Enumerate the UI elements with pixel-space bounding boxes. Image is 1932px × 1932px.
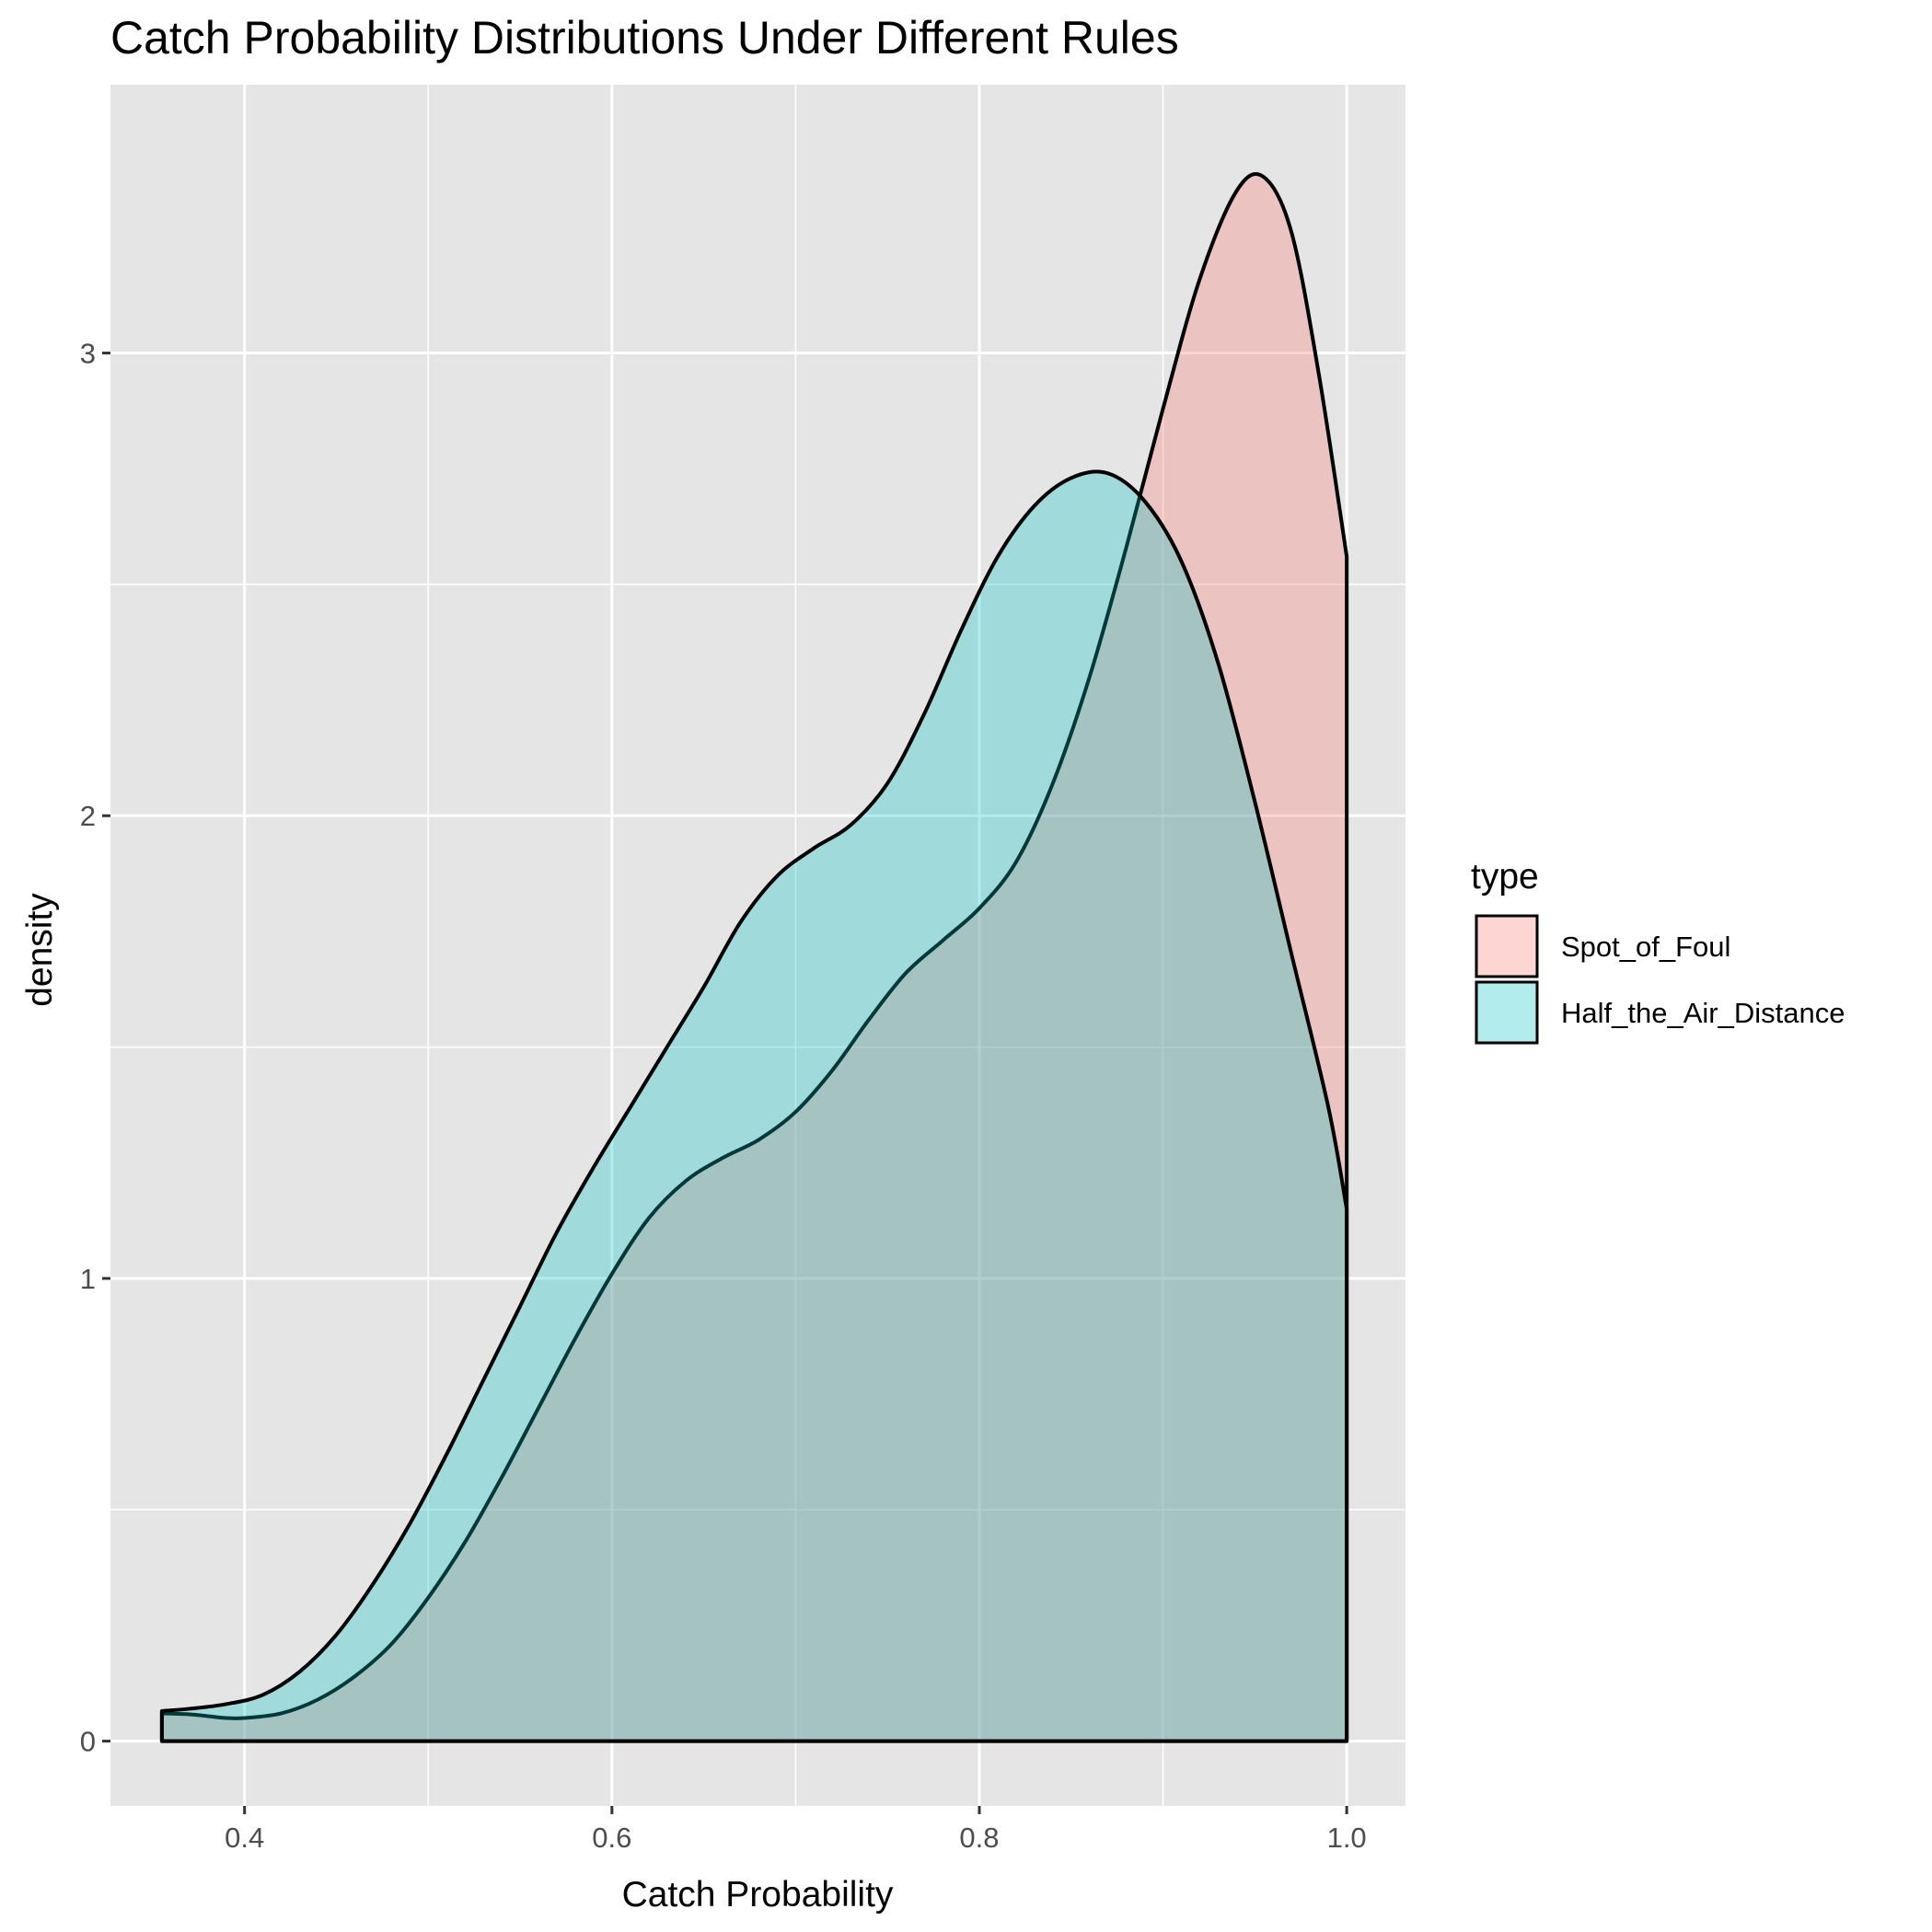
tick-labels: 0.4 0.6 0.8 1.0 0 1 2 3 [80,338,1367,1854]
x-tick-label: 0.4 [225,1822,264,1854]
y-axis-title: density [20,893,60,1007]
density-area-spot-of-foul [159,172,1349,1743]
density-area-half-the-air-distance [159,469,1349,1743]
x-axis-title: Catch Probability [622,1875,894,1915]
legend-title: type [1471,857,1539,897]
x-tick-label: 0.6 [592,1822,631,1854]
legend-swatch [1476,916,1537,977]
y-tick-label: 2 [80,800,96,832]
legend-swatch-fill [1475,914,1539,978]
legend-item: Spot_of_Foul [1475,914,1730,978]
y-tick-label: 0 [80,1726,96,1758]
legend-label: Half_the_Air_Distance [1561,997,1845,1029]
density-areas [159,172,1349,1743]
chart-title: Catch Probability Distributions Under Di… [110,12,1179,64]
x-tick-label: 1.0 [1327,1822,1367,1854]
axis-ticks [102,352,1348,1814]
y-tick-label: 3 [80,338,96,370]
legend: type Spot_of_Foul Half_the_Air_Distance [1471,857,1845,1045]
legend-swatch-fill [1475,980,1539,1045]
y-tick-label: 1 [80,1263,96,1295]
x-tick-label: 0.8 [959,1822,999,1854]
legend-label: Spot_of_Foul [1561,931,1730,963]
legend-swatch [1476,982,1537,1043]
plot-panel [110,85,1406,1806]
legend-item: Half_the_Air_Distance [1475,980,1845,1045]
legend-items: Spot_of_Foul Half_the_Air_Distance [1475,914,1845,1045]
